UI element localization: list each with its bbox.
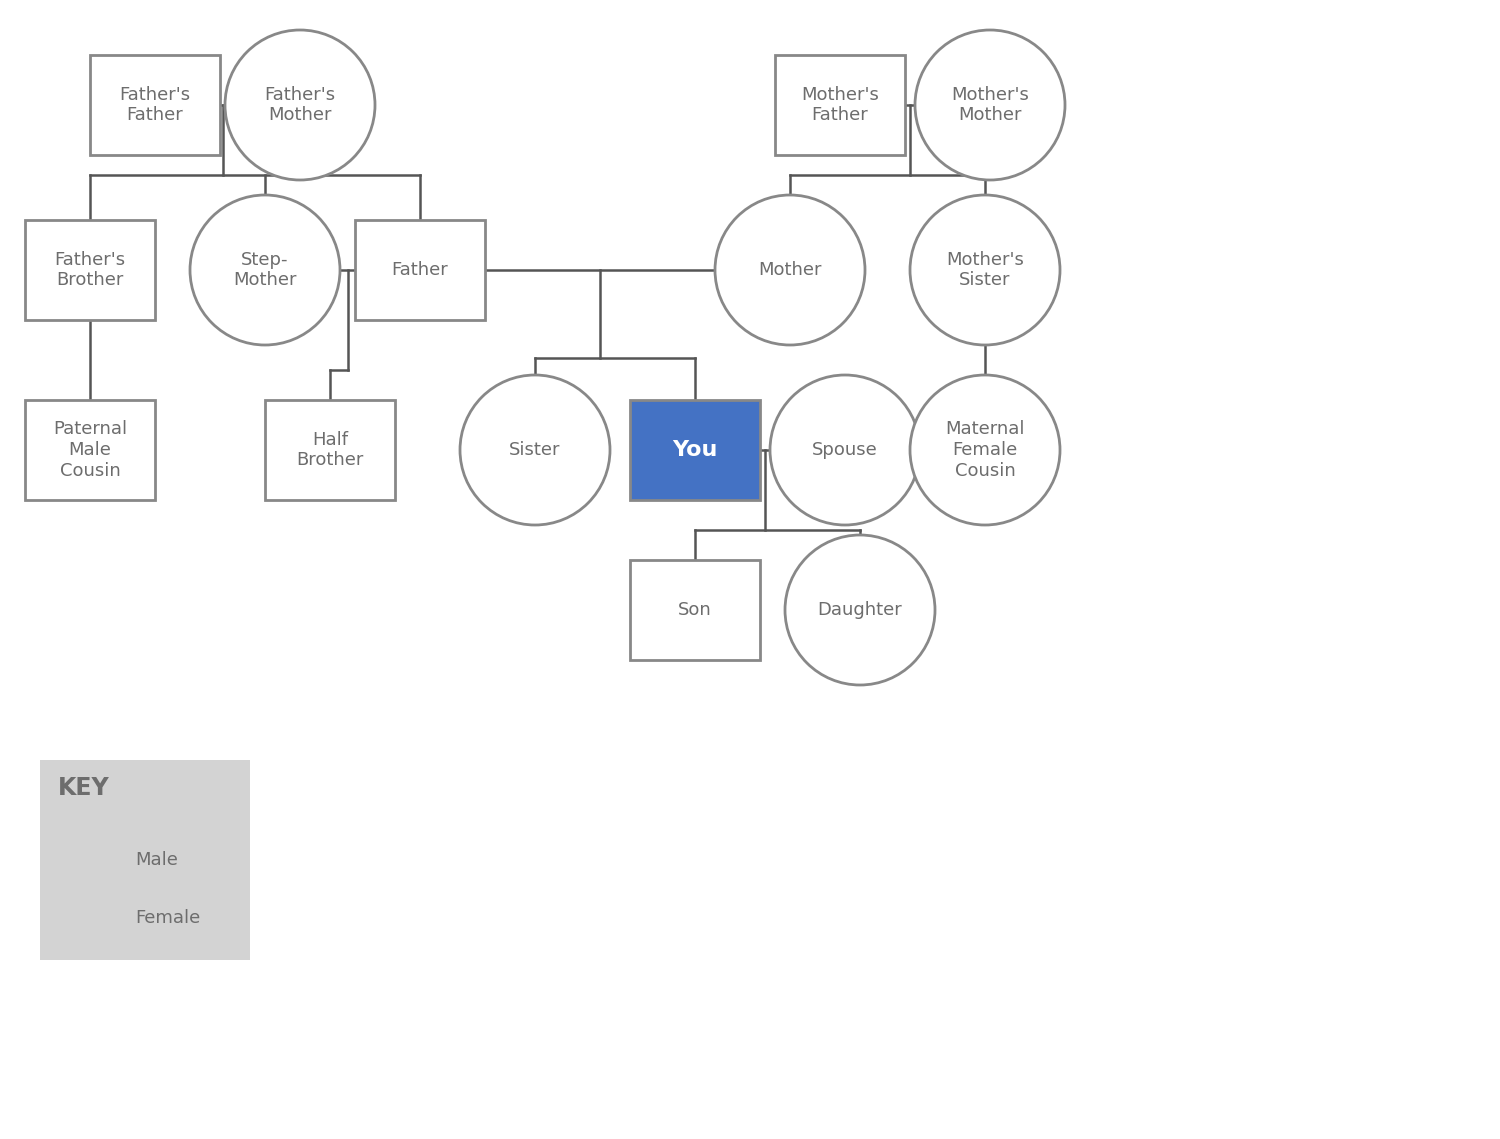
Text: Mother's
Father: Mother's Father — [801, 85, 879, 124]
FancyBboxPatch shape — [90, 55, 220, 155]
Ellipse shape — [190, 195, 340, 345]
FancyBboxPatch shape — [26, 220, 154, 320]
FancyBboxPatch shape — [40, 760, 251, 960]
FancyBboxPatch shape — [630, 560, 760, 659]
FancyBboxPatch shape — [70, 839, 120, 880]
Ellipse shape — [910, 195, 1060, 345]
FancyBboxPatch shape — [266, 400, 394, 500]
FancyBboxPatch shape — [26, 400, 154, 500]
FancyBboxPatch shape — [630, 400, 760, 500]
Text: Female: Female — [135, 909, 201, 927]
Ellipse shape — [770, 375, 920, 525]
Text: Step-
Mother: Step- Mother — [234, 251, 297, 289]
Text: Paternal
Male
Cousin: Paternal Male Cousin — [53, 420, 128, 480]
Ellipse shape — [910, 375, 1060, 525]
Text: Male: Male — [135, 851, 178, 869]
FancyBboxPatch shape — [776, 55, 904, 155]
Text: Father: Father — [392, 261, 448, 279]
Text: Spouse: Spouse — [812, 441, 877, 459]
Ellipse shape — [460, 375, 610, 525]
Text: Mother's
Mother: Mother's Mother — [951, 85, 1029, 124]
FancyBboxPatch shape — [356, 220, 484, 320]
Text: Father's
Mother: Father's Mother — [264, 85, 336, 124]
Text: Father's
Father: Father's Father — [120, 85, 190, 124]
Text: Daughter: Daughter — [818, 601, 903, 618]
Ellipse shape — [915, 30, 1065, 180]
Text: KEY: KEY — [58, 776, 110, 800]
Ellipse shape — [716, 195, 866, 345]
Ellipse shape — [70, 888, 120, 948]
Text: Mother: Mother — [758, 261, 822, 279]
Text: Son: Son — [678, 601, 712, 618]
Ellipse shape — [225, 30, 375, 180]
Text: Half
Brother: Half Brother — [297, 431, 363, 469]
Text: Father's
Brother: Father's Brother — [54, 251, 126, 289]
Text: You: You — [672, 440, 717, 460]
Ellipse shape — [784, 535, 934, 685]
Text: Maternal
Female
Cousin: Maternal Female Cousin — [945, 420, 1024, 480]
Text: Mother's
Sister: Mother's Sister — [946, 251, 1024, 289]
Text: Sister: Sister — [509, 441, 561, 459]
